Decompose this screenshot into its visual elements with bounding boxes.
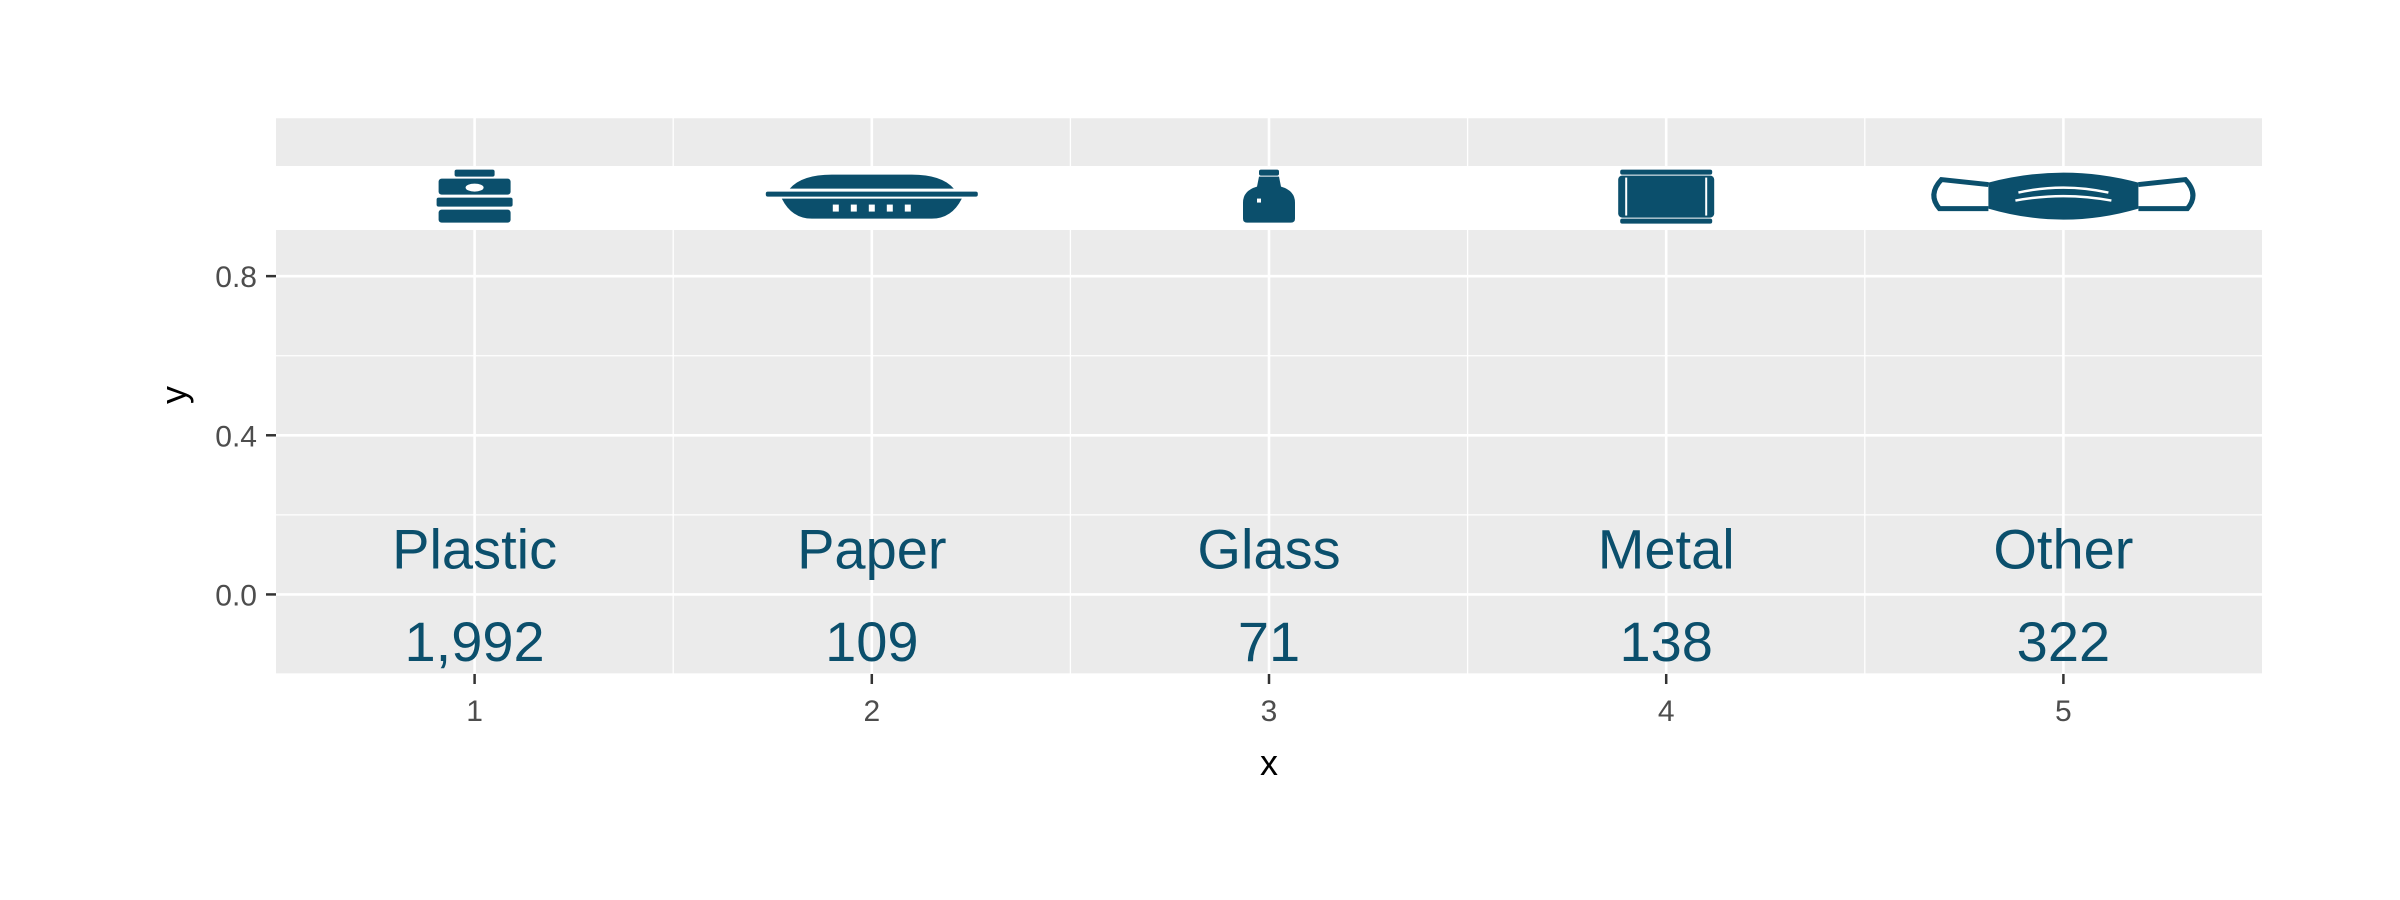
count-label: 1,992 — [405, 610, 545, 673]
x-tick-label: 5 — [2055, 695, 2072, 728]
category-label: Other — [1993, 517, 2133, 580]
can-icon — [1618, 169, 1715, 224]
axes-layer: 1 2 3 4 5 0.0 0.4 0.8 — [215, 261, 2071, 728]
x-tick-label: 2 — [863, 695, 880, 728]
y-tick-label: 0.8 — [215, 261, 257, 294]
labels-layer: Plastic 1,992 Paper 109 Glass 71 Metal 138 Other… — [392, 517, 2133, 673]
count-label: 138 — [1619, 610, 1712, 673]
category-label: Plastic — [392, 517, 557, 580]
y-tick-label: 0.0 — [215, 579, 257, 612]
icons-layer — [436, 169, 2196, 224]
category-label: Metal — [1598, 517, 1735, 580]
y-axis-title: y — [153, 386, 194, 404]
y-tick-label: 0.4 — [215, 420, 257, 453]
x-tick-label: 1 — [466, 695, 483, 728]
count-label: 109 — [825, 610, 918, 673]
count-label: 322 — [2017, 610, 2110, 673]
x-axis-title: x — [1260, 742, 1278, 783]
category-label: Paper — [797, 517, 946, 580]
takeout-tray-icon — [765, 174, 978, 219]
food-container-icon — [436, 169, 513, 223]
x-tick-label: 3 — [1261, 695, 1278, 728]
x-tick-label: 4 — [1658, 695, 1675, 728]
count-label: 71 — [1238, 610, 1300, 673]
face-mask-icon — [1931, 172, 2196, 220]
category-label: Glass — [1197, 517, 1340, 580]
bottle-icon — [1243, 169, 1295, 223]
